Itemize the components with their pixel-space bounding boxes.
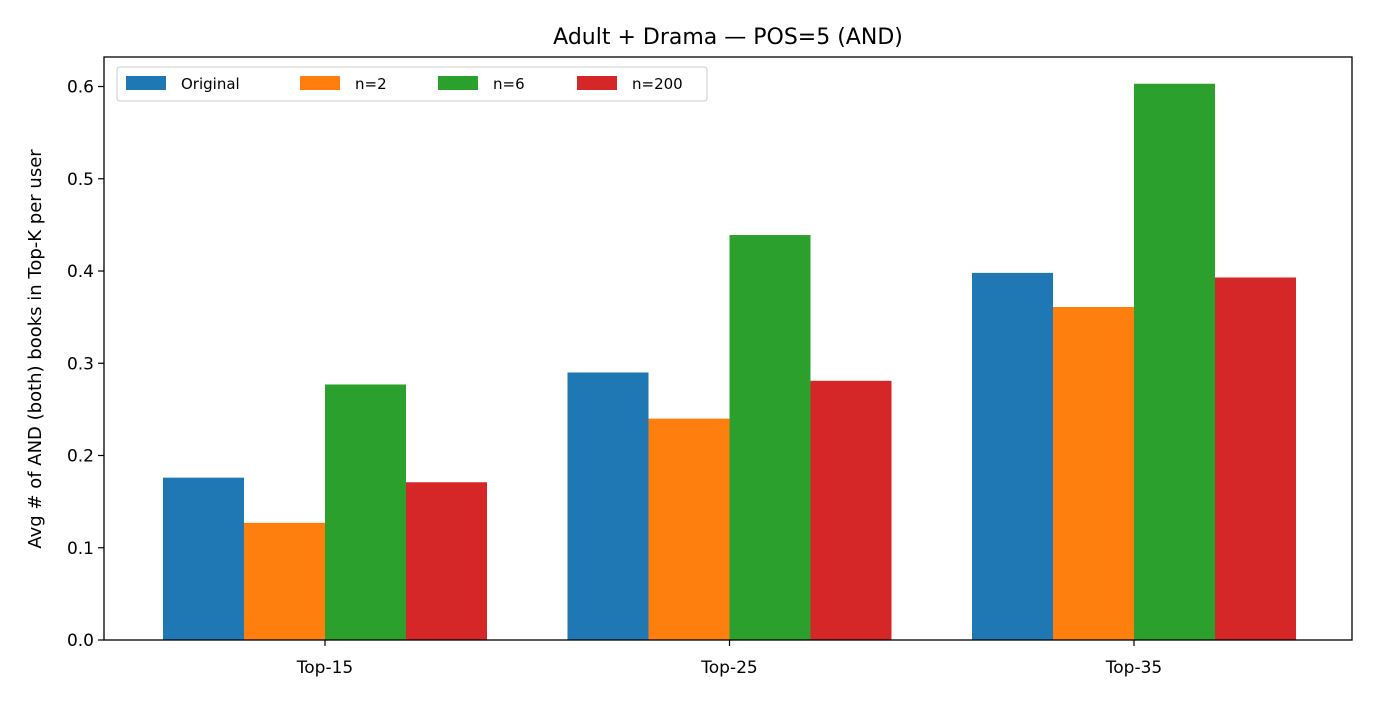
bar-n200-top-35 (1215, 277, 1296, 640)
legend-label: Original (181, 75, 240, 93)
y-tick-label: 0.4 (67, 262, 94, 282)
legend-label: n=200 (632, 75, 683, 93)
bar-n200-top-15 (406, 482, 487, 640)
y-tick-label: 0.2 (67, 447, 94, 467)
y-axis: 0.0 0.1 0.2 0.3 0.4 0.5 0.6 (67, 78, 104, 651)
y-tick-label: 0.5 (67, 170, 94, 190)
bar-n2-top-15 (244, 522, 325, 640)
y-axis-label: Avg # of AND (both) books in Top-K per u… (25, 149, 46, 549)
x-axis: Top-15 Top-25 Top-35 (296, 640, 1162, 678)
y-tick-label: 0.0 (67, 631, 94, 651)
x-tick-label: Top-15 (296, 658, 353, 678)
legend-swatch (126, 76, 166, 90)
bar-n2-top-35 (1053, 306, 1134, 640)
legend-swatch (438, 76, 478, 90)
bar-n6-top-25 (729, 235, 811, 641)
legend-swatch (577, 76, 617, 90)
legend-swatch (300, 76, 340, 90)
bar-original-top-25 (567, 372, 649, 640)
plot-frame (103, 56, 1353, 641)
y-tick-label: 0.6 (67, 78, 94, 98)
legend-label: n=6 (493, 75, 525, 93)
bars-group (163, 83, 1296, 641)
legend-box (116, 66, 708, 102)
bar-n6-top-35 (1134, 83, 1215, 640)
chart-title: Adult + Drama — POS=5 (AND) (553, 25, 903, 50)
legend-label: n=2 (355, 75, 387, 93)
y-tick-label: 0.1 (67, 539, 94, 559)
x-tick-label: Top-25 (700, 658, 757, 678)
bar-n200-top-25 (810, 380, 892, 640)
bar-n6-top-15 (325, 384, 406, 640)
bar-original-top-15 (163, 477, 244, 640)
bar-n2-top-25 (648, 418, 730, 640)
legend: Original n=2 n=6 n=200 (116, 66, 708, 102)
x-tick-label: Top-35 (1105, 658, 1162, 678)
y-tick-label: 0.3 (67, 354, 94, 374)
bar-original-top-35 (972, 272, 1053, 640)
